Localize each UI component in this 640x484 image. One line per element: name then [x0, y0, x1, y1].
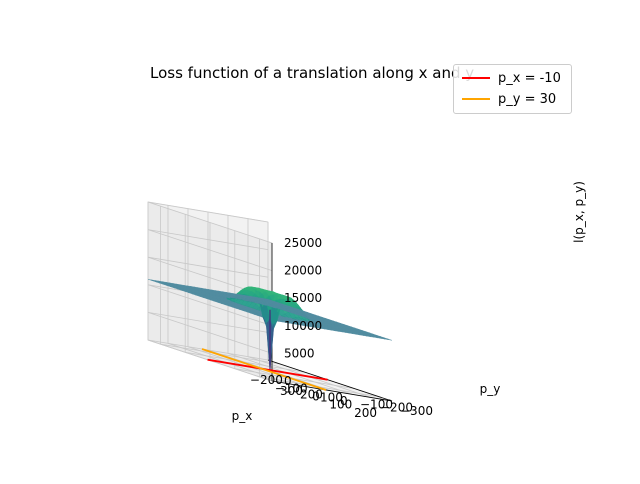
legend-item-px: p_x = -10 [462, 70, 561, 86]
y-axis-label: p_y [480, 382, 501, 396]
z-tick-label: 5000 [284, 346, 315, 360]
grid-z [147, 339, 273, 382]
chart-title: Loss function of a translation along x a… [150, 64, 475, 82]
legend-swatch-red [462, 77, 490, 79]
y-tick-label: 100 [320, 391, 343, 405]
z-axis-label: l(p_x, p_y) [572, 181, 586, 243]
y-tick-label: −300 [400, 404, 433, 418]
z-tick-label: 20000 [284, 264, 322, 278]
z-tick-label: 25000 [284, 236, 322, 250]
x-tick-label: 100 [329, 398, 352, 412]
loss-surface [147, 279, 393, 371]
y-axis-line [271, 380, 393, 402]
y-tick-label: −100 [360, 397, 393, 411]
grid-z [147, 201, 273, 244]
x-tick-label: −100 [275, 381, 308, 395]
grid-lines [147, 201, 393, 402]
legend-swatch-orange [462, 98, 490, 100]
legend-item-py: p_y = 30 [462, 91, 556, 107]
z-tick-label: 10000 [284, 319, 322, 333]
line-px-minus10 [207, 358, 328, 381]
y-tick-label: 300 [280, 384, 303, 398]
y-tick-label: 0 [340, 394, 348, 408]
x-tick-label: 200 [354, 406, 377, 420]
grid-z [147, 312, 273, 354]
x-axis-line [267, 359, 393, 402]
slice-lines [201, 348, 328, 391]
x-axis-label: p_x [232, 409, 253, 423]
surface-cell [384, 338, 393, 341]
x-tick-label: −200 [250, 373, 283, 387]
line-py-30 [201, 348, 327, 391]
legend-label-px: p_x = -10 [498, 70, 561, 86]
grid-z [147, 256, 273, 299]
y-tick-label: −200 [380, 401, 413, 415]
x-tick-label: 0 [312, 390, 320, 404]
z-tick-label: 0 [284, 374, 292, 388]
y-tick-label: 200 [300, 387, 323, 401]
grid-z [147, 229, 273, 271]
legend: p_x = -10 p_y = 30 [453, 64, 572, 114]
legend-label-py: p_y = 30 [498, 91, 557, 107]
z-tick-label: 15000 [284, 291, 322, 305]
